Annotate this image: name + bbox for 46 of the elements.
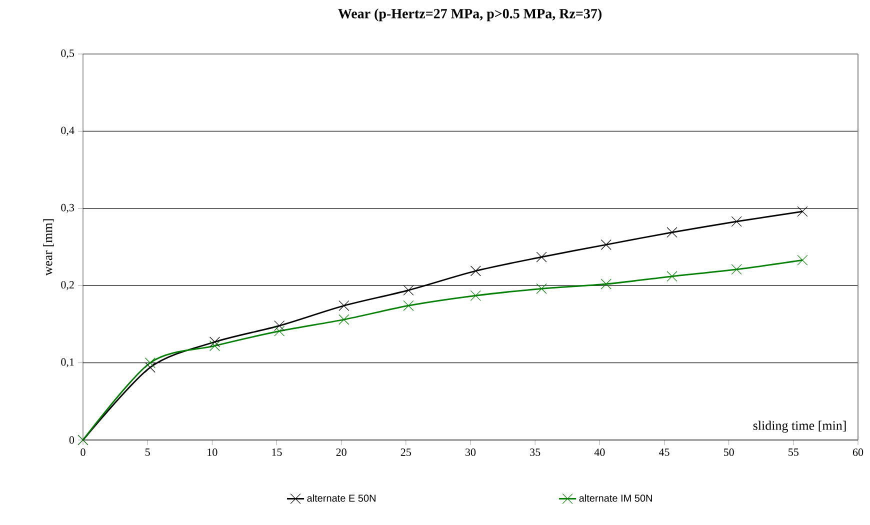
point — [144, 358, 156, 368]
point — [403, 284, 414, 296]
x-tick-label: 40 — [594, 448, 605, 456]
y-tick-label: 0,5 — [61, 50, 74, 59]
y-tick-label: 0 — [69, 436, 74, 444]
x-tick-label: 45 — [658, 448, 670, 456]
y-tick-label: 0,3 — [61, 204, 74, 213]
point — [338, 300, 350, 311]
point — [666, 271, 678, 282]
point — [274, 320, 285, 331]
point — [600, 278, 612, 290]
y-axis-title: wear [mm] — [43, 219, 54, 276]
point — [797, 206, 808, 217]
x-axis-title: sliding time [min] — [753, 420, 846, 433]
x-tick-label: 15 — [272, 448, 282, 456]
point — [470, 290, 481, 301]
point — [338, 314, 350, 325]
x-tick-label: 5 — [145, 448, 150, 456]
x-tick-label: 60 — [852, 448, 864, 456]
x-tick-label: 50 — [724, 448, 734, 456]
x-tick-label: 10 — [208, 448, 218, 456]
point — [731, 264, 742, 275]
point — [210, 336, 220, 348]
point — [600, 239, 612, 250]
y-tick-label: 0,2 — [61, 281, 74, 290]
point — [403, 300, 414, 311]
point — [731, 216, 742, 227]
x-tick-label: 25 — [400, 448, 411, 456]
y-tick-label: 0,1 — [61, 358, 74, 368]
point — [274, 326, 285, 336]
y-tick-label: 0,4 — [61, 126, 74, 136]
point — [536, 252, 547, 262]
point — [470, 266, 481, 276]
point — [797, 254, 808, 266]
x-tick-label: 20 — [336, 448, 346, 456]
point — [666, 227, 678, 238]
x-tick-label: 0 — [80, 448, 86, 456]
legend-label: alternate E 50N — [307, 494, 376, 502]
chart-title: Wear (p-Hertz=27 MPa, p>0.5 MPa, Rz=37) — [338, 8, 602, 22]
point — [536, 283, 547, 294]
x-tick-label: 55 — [788, 448, 798, 456]
x-tick-label: 35 — [530, 448, 540, 456]
point — [210, 340, 220, 352]
x-tick-label: 30 — [466, 448, 476, 456]
point — [144, 362, 156, 373]
legend-label: alternate IM 50N — [579, 494, 652, 502]
